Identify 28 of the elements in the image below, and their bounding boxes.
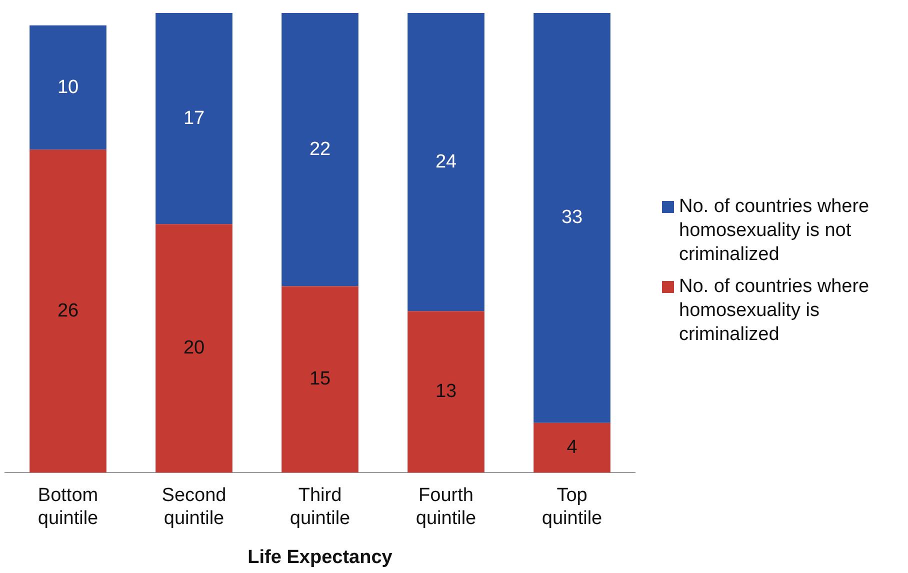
- bar: [408, 13, 484, 312]
- x-tick-label: Fourth quintile: [416, 485, 476, 530]
- data-label: 10: [57, 76, 79, 98]
- data-label: 33: [561, 207, 583, 228]
- bar: [30, 150, 106, 473]
- data-label: 17: [183, 108, 205, 129]
- data-label: 13: [435, 381, 457, 402]
- x-tick-label: Top quintile: [542, 485, 602, 530]
- x-tick-label: Second quintile: [162, 485, 226, 530]
- legend-label: No. of countries where homosexuality is criminalized: [679, 275, 870, 347]
- bar: [282, 13, 358, 286]
- x-tick-label: Bottom quintile: [38, 485, 98, 530]
- x-axis-title: Life Expectancy: [248, 546, 393, 568]
- legend-label: No. of countries where homosexuality is not criminalized: [679, 195, 870, 267]
- bar: [534, 422, 610, 473]
- bar: [408, 311, 484, 473]
- data-label: 20: [183, 338, 205, 359]
- x-tick-label: Third quintile: [290, 485, 350, 530]
- data-label: 15: [309, 368, 331, 390]
- data-label: 4: [566, 436, 578, 458]
- bar: [156, 13, 232, 224]
- data-label: 26: [57, 300, 79, 322]
- bar: [156, 224, 232, 473]
- bar: [282, 286, 358, 473]
- data-label: 24: [435, 151, 457, 172]
- bar: [534, 13, 610, 423]
- data-label: 22: [309, 138, 331, 160]
- bar: [30, 25, 106, 150]
